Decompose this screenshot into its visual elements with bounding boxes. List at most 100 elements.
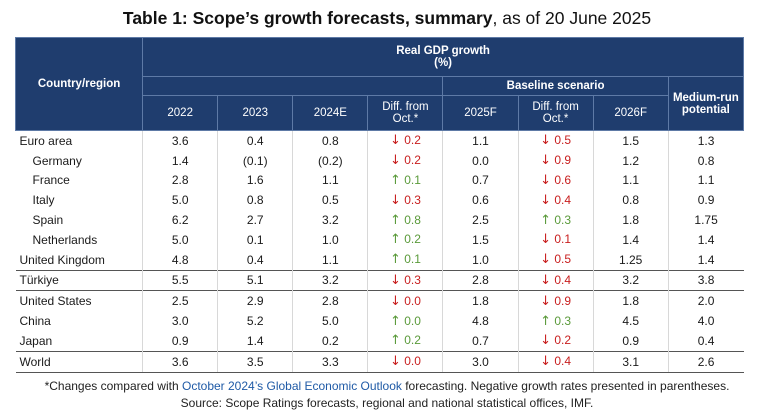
value-2026f: 3.1: [592, 350, 669, 373]
footnote-post: forecasting. Negative growth rates prese…: [401, 379, 730, 393]
diff-2025: ↓ 0.4: [517, 269, 594, 291]
diff-2024: ↑ 0.8: [367, 210, 443, 230]
value-2023: 5.2: [217, 311, 293, 331]
value-2024e: 3.3: [292, 350, 368, 373]
value-2025f: 0.7: [442, 170, 519, 191]
value-2022: 5.5: [142, 269, 218, 291]
medium-run-value: 1.3: [667, 130, 744, 151]
arrow-down-icon: ↓: [540, 252, 552, 268]
value-2024e: 2.8: [292, 290, 368, 312]
diff-value: 0.3: [554, 313, 572, 328]
diff-value: 0.5: [554, 252, 572, 267]
medium-run-value: 4.0: [667, 311, 744, 331]
arrow-down-icon: ↓: [540, 153, 552, 169]
value-2024e: 3.2: [292, 210, 368, 230]
row-name: Spain: [32, 213, 64, 228]
diff-2024: ↑ 0.2: [367, 229, 443, 250]
table-row: Germany 1.4 (0.1) (0.2) ↓ 0.2 0.0 ↓ 0.9 1.2 0.8: [16, 150, 744, 171]
arrow-down-icon: ↓: [540, 272, 552, 288]
value-2023: 3.5: [217, 350, 293, 373]
diff-value: 0.8: [404, 212, 421, 227]
arrow-down-icon: ↓: [540, 354, 552, 370]
value-2022: 6.2: [142, 210, 218, 230]
arrow-up-icon: ↑: [389, 172, 401, 188]
arrow-up-icon: ↑: [389, 212, 401, 228]
value-2022: 2.5: [142, 290, 218, 312]
table-row: Netherlands 5.0 0.1 1.0 ↑ 0.2 1.5 ↓ 0.1 1.4 1.4: [16, 229, 744, 250]
header-real-gdp: Real GDP growth (%): [142, 37, 744, 77]
row-name: World: [15, 350, 143, 373]
table-row: Spain 6.2 2.7 3.2 ↑ 0.8 2.5 ↑ 0.3 1.8 1.75: [16, 210, 744, 230]
medium-run-value: 2.6: [667, 350, 744, 373]
arrow-down-icon: ↓: [540, 172, 552, 188]
table-row: Türkiye 5.5 5.1 3.2 ↓ 0.3 2.8 ↓ 0.4 3.2 3.8: [15, 269, 744, 291]
value-2023: 5.1: [217, 269, 293, 291]
value-2026f: 3.2: [592, 269, 669, 291]
value-2025f: 2.5: [442, 210, 519, 230]
value-2022: 1.4: [142, 150, 218, 171]
medium-run-value: 0.4: [667, 330, 744, 352]
arrow-up-icon: ↑: [389, 252, 401, 268]
diff-2025: ↓ 0.6: [517, 170, 594, 191]
medium-run-value: 2.0: [667, 290, 744, 312]
medium-run-value: 1.4: [667, 229, 744, 250]
value-2023: 1.4: [217, 330, 293, 352]
value-2022: 2.8: [142, 170, 218, 191]
diff-value: 0.0: [404, 293, 421, 308]
arrow-down-icon: ↓: [389, 354, 401, 370]
row-name: Italy: [32, 193, 55, 208]
arrow-down-icon: ↓: [540, 333, 552, 349]
header-col-2025f: 2025F: [442, 95, 519, 131]
arrow-up-icon: ↑: [540, 212, 552, 228]
header-spacer: [142, 76, 444, 96]
header-col-diff-2024: Diff. from Oct.*: [367, 95, 444, 131]
diff-value: 0.3: [554, 212, 572, 227]
value-2023: 1.6: [217, 170, 293, 191]
value-2024e: (0.2): [292, 150, 368, 171]
header-country-region: Country/region: [14, 37, 144, 131]
value-2026f: 1.8: [592, 290, 669, 312]
table-row: France 2.8 1.6 1.1 ↑ 0.1 0.7 ↓ 0.6 1.1 1.1: [16, 170, 744, 191]
diff-value: 0.4: [554, 354, 572, 369]
medium-run-value: 3.8: [667, 269, 744, 291]
row-name: Euro area: [19, 133, 73, 148]
diff-2025: ↓ 0.4: [517, 350, 594, 373]
arrow-up-icon: ↑: [389, 333, 401, 349]
value-2025f: 4.8: [442, 311, 519, 331]
value-2024e: 1.1: [292, 249, 368, 271]
row-name: Türkiye: [15, 269, 143, 291]
header-col-2026f: 2026F: [592, 95, 669, 131]
diff-value: 0.2: [404, 333, 421, 348]
footnote-outlook-link[interactable]: October 2024’s Global Economic Outlook: [181, 379, 402, 393]
value-2023: 0.4: [217, 130, 293, 151]
diff-value: 0.1: [554, 232, 572, 247]
arrow-up-icon: ↑: [540, 313, 552, 329]
diff-2024: ↓ 0.0: [367, 350, 443, 373]
forecast-table: Country/region Real GDP growth (%) Basel…: [14, 37, 745, 373]
header-col-diff-2025: Diff. from Oct.*: [517, 95, 594, 131]
medium-run-value: 0.9: [667, 190, 744, 211]
diff-2025: ↓ 0.1: [517, 229, 594, 250]
value-2023: 2.9: [217, 290, 293, 312]
value-2022: 4.8: [142, 249, 218, 271]
diff-2024: ↑ 0.2: [367, 330, 443, 352]
diff-value: 0.1: [404, 172, 421, 187]
value-2022: 5.0: [142, 190, 218, 211]
header-baseline-scenario: Baseline scenario: [442, 76, 669, 96]
value-2025f: 0.0: [442, 150, 519, 171]
source-note: Source: Scope Ratings forecasts, regiona…: [180, 396, 594, 410]
value-2024e: 1.1: [292, 170, 368, 191]
arrow-down-icon: ↓: [389, 153, 401, 169]
header-real-gdp-label: Real GDP growth: [396, 45, 490, 57]
value-2026f: 1.25: [592, 249, 669, 271]
arrow-up-icon: ↑: [389, 313, 401, 329]
value-2023: 0.1: [217, 229, 293, 250]
arrow-down-icon: ↓: [389, 293, 401, 309]
diff-value: 0.9: [554, 153, 572, 168]
table-row: Euro area 3.6 0.4 0.8 ↓ 0.2 1.1 ↓ 0.5 1.5 1.3: [16, 130, 744, 151]
value-2024e: 0.8: [292, 130, 368, 151]
diff-2024: ↓ 0.2: [367, 130, 443, 151]
value-2025f: 1.0: [442, 249, 519, 271]
arrow-down-icon: ↓: [540, 293, 552, 309]
medium-run-value: 1.75: [667, 210, 744, 230]
